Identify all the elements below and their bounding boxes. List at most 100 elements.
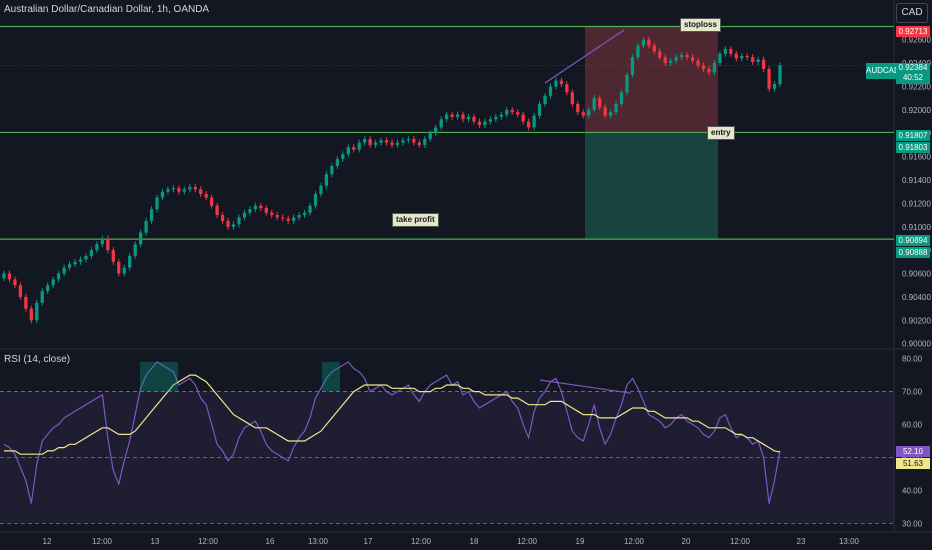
candle-body [516,112,520,115]
candle-body [100,238,105,245]
candle-body [313,194,318,206]
time-tick-label: 12:00 [198,537,219,546]
candle-body [756,59,760,62]
candle-body [679,54,684,58]
rsi-tick-label: 60.00 [902,421,923,430]
candle-body [341,154,345,159]
time-tick-label: 12:00 [624,537,645,546]
price-tick-label: 0.92600 [902,36,931,45]
candle-body [494,116,498,120]
candle-body [619,92,624,105]
candle-body [384,140,389,143]
candle-body [242,212,247,218]
candle-body [466,116,471,120]
candle-body [669,60,673,64]
take-profit-zone [585,132,718,240]
rsi-tick-label: 70.00 [902,388,923,397]
tp-price-label-bottom: 0.90888 [896,247,930,258]
rsi-indicator-label[interactable]: RSI (14, close) [4,354,71,365]
price-tick-label: 0.91000 [902,223,931,232]
candle-body [122,267,126,274]
candle-body [18,285,23,297]
candle-body [149,209,154,221]
candle-body [729,49,733,54]
candle-body [499,114,503,117]
candle-body [237,217,241,225]
candle-body [423,139,427,145]
ticker-label: AUDCAD [866,63,900,79]
price-tick-label: 0.91600 [902,153,931,162]
candle-body [171,188,176,190]
price-tick-label: 0.90400 [902,293,931,302]
candle-body [193,187,197,190]
candle-body [543,95,547,105]
price-tick-label: 0.90600 [902,270,931,279]
candle-body [379,140,383,143]
currency-button[interactable]: CAD [896,3,928,23]
candle-body [275,215,279,218]
time-tick-label: 16 [266,537,275,546]
candle-body [778,65,782,85]
candle-body [559,80,564,85]
candle-body [450,114,454,117]
rsi-tick-label: 30.00 [902,519,923,528]
candle-body [270,212,274,216]
candle-body [576,104,580,113]
candle-body [772,84,777,89]
candle-body [324,174,329,186]
candle-body [188,187,192,190]
candle-body [641,39,646,46]
candle-body [253,205,258,210]
current-price: 0.92384 [898,63,928,72]
stoploss-zone [585,26,718,133]
candle-body [608,112,613,116]
candle-body [62,267,66,274]
price-tick-label: 0.91400 [902,176,931,185]
candle-body [128,255,132,268]
candle-body [24,296,28,309]
candle-body [297,215,301,218]
candle-body [78,259,83,262]
candle-body [259,205,263,209]
candle-body [335,158,339,166]
time-tick-label: 12:00 [92,537,113,546]
candle-body [581,112,585,116]
candle-body [89,250,94,256]
candle-body [291,217,296,221]
candle-body [658,51,662,58]
candle-body [745,56,749,58]
rsi-divergence-line [539,379,632,394]
candle-body [483,121,487,126]
candle-body [630,57,635,75]
stoploss-annotation[interactable]: stoploss [680,18,721,32]
candle-body [455,114,460,117]
candle-body [734,53,738,59]
candle-body [84,255,88,260]
candle-body [428,133,432,140]
rsi-ma-line [4,374,781,455]
stoploss-price-label: 0.92713 [896,26,930,37]
candle-body [488,119,493,122]
time-tick-label: 13 [151,537,160,546]
take-profit-annotation[interactable]: take profit [392,213,439,227]
candle-body [308,205,312,213]
candle-body [210,197,214,206]
price-tick-label: 0.91200 [902,199,931,208]
price-trend-line [544,29,625,84]
entry-annotation[interactable]: entry [707,126,735,140]
candle-body [166,189,170,192]
candle-body [701,65,706,69]
candle-body [592,98,596,110]
candle-body [406,139,411,141]
candle-body [215,205,219,216]
candle-body [434,127,438,134]
candle-body [46,285,50,292]
entry-price-label-top: 0.91807 [896,130,930,141]
candle-body [636,45,640,58]
chart-title: Australian Dollar/Canadian Dollar, 1h, O… [4,4,210,15]
candle-body [614,104,618,113]
candle-body [537,104,542,116]
candle-body [445,114,449,120]
candle-body [696,60,700,66]
